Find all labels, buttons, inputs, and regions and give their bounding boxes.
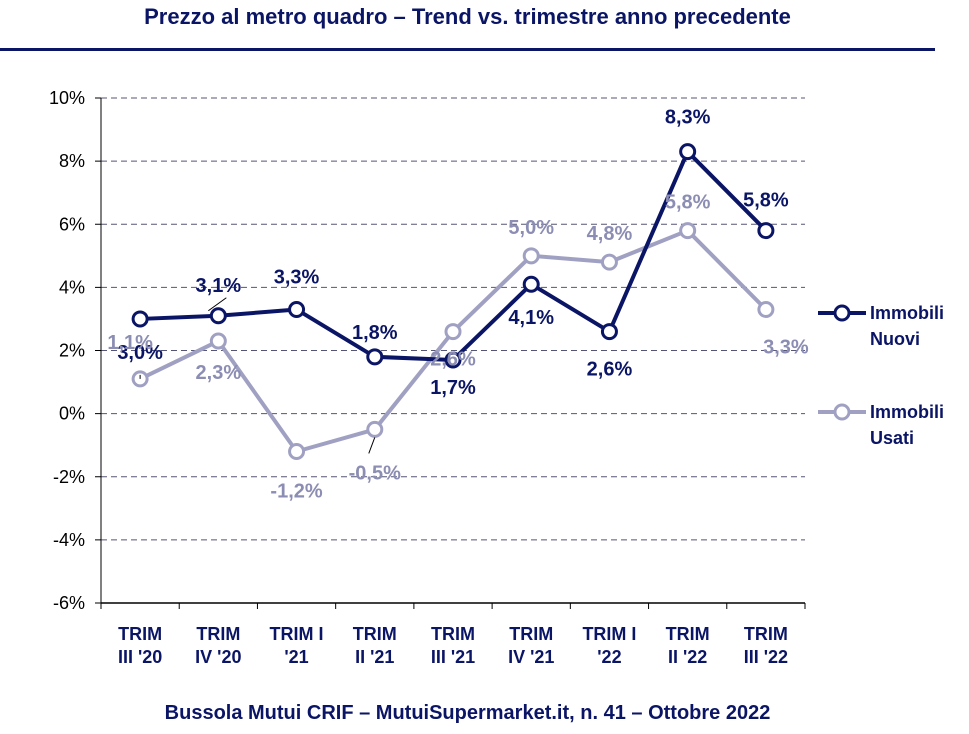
data-point-nuovi xyxy=(757,222,775,240)
data-point-usati xyxy=(209,332,227,350)
data-point-usati xyxy=(757,300,775,318)
data-label-nuovi: 5,8% xyxy=(743,190,789,212)
data-point-nuovi xyxy=(522,275,540,293)
x-tick-label: TRIM II '21 xyxy=(353,624,397,667)
data-labels: 3,0% 3,1% 3,3% 1,8% 1,7% 4,1% 2,6% 8,3% 5,8% 1,1%… xyxy=(107,107,809,503)
x-tick-label-line: TRIM I xyxy=(270,624,324,644)
x-tick-label-line: TRIM xyxy=(666,624,710,644)
x-tick-label: TRIM III '21 xyxy=(431,624,475,667)
x-tick-label-line: TRIM xyxy=(118,624,162,644)
series-line-usati xyxy=(139,228,768,454)
data-point-usati xyxy=(288,443,306,460)
x-tick-label-line: TRIM I xyxy=(582,624,636,644)
data-label-nuovi: 1,8% xyxy=(352,322,398,344)
x-tick-label: TRIM I '22 xyxy=(582,624,636,667)
data-point-nuovi xyxy=(600,323,618,341)
axes xyxy=(95,97,806,609)
x-tick-label-line: TRIM xyxy=(431,624,475,644)
data-point-nuovi xyxy=(679,143,697,161)
data-label-usati: 4,8% xyxy=(587,223,633,245)
x-tick-label-line: TRIM xyxy=(353,624,397,644)
data-point-nuovi xyxy=(288,300,306,318)
legend-label-line: Immobili xyxy=(870,303,944,323)
data-label-nuovi: 3,3% xyxy=(274,266,320,288)
legend: Immobili Nuovi Immobili Usati xyxy=(818,303,944,448)
data-point-usati xyxy=(366,420,384,438)
x-tick-label: TRIM IV '21 xyxy=(508,624,554,667)
title-divider xyxy=(0,48,935,51)
chart-title: Prezzo al metro quadro – Trend vs. trime… xyxy=(144,4,791,29)
data-point-nuovi xyxy=(131,310,149,328)
y-tick-label: 6% xyxy=(59,214,85,234)
data-label-usati: 2,3% xyxy=(196,362,242,384)
data-point-nuovi xyxy=(209,307,227,325)
data-label-usati: 5,8% xyxy=(665,192,711,214)
gridlines xyxy=(101,97,805,541)
x-tick-label-line: '21 xyxy=(284,647,308,667)
y-tick-label: -6% xyxy=(53,593,85,613)
line-chart: -6% -4% -2% 0% 2% 4% 6% 8% 10% TRIM III '20 TRIM IV… xyxy=(49,88,944,667)
data-label-nuovi: 8,3% xyxy=(665,107,711,129)
x-tick-label: TRIM I '21 xyxy=(270,624,324,667)
data-label-nuovi: 3,1% xyxy=(196,275,242,297)
data-label-usati: 5,0% xyxy=(508,217,554,239)
data-label-usati: 3,3% xyxy=(763,336,809,358)
data-label-usati: 1,1% xyxy=(107,332,153,354)
x-tick-label: TRIM III '20 xyxy=(118,624,162,667)
y-axis-tick-labels: -6% -4% -2% 0% 2% 4% 6% 8% 10% xyxy=(49,88,85,613)
footer-source: Bussola Mutui CRIF – MutuiSupermarket.it… xyxy=(164,702,771,724)
x-tick-label: TRIM II '22 xyxy=(666,624,710,667)
x-tick-label-line: TRIM xyxy=(509,624,553,644)
y-tick-label: -4% xyxy=(53,530,85,550)
y-tick-label: 8% xyxy=(59,151,85,171)
legend-label-line: Usati xyxy=(870,428,914,448)
data-point-usati xyxy=(679,222,697,240)
data-label-usati: 2,6% xyxy=(430,349,476,371)
x-tick-label-line: III '22 xyxy=(744,647,788,667)
legend-marker-usati xyxy=(833,403,851,421)
series-layer xyxy=(131,143,775,460)
x-tick-label-line: IV '20 xyxy=(195,647,241,667)
x-tick-label-line: II '21 xyxy=(355,647,394,667)
legend-label-usati: Immobili Usati xyxy=(870,402,944,448)
data-label-nuovi: 3,0% xyxy=(117,342,163,364)
data-label-usati: -1,2% xyxy=(270,481,322,503)
y-tick-label: 2% xyxy=(59,341,85,361)
data-point-nuovi xyxy=(366,348,384,366)
leader-line xyxy=(208,297,227,312)
data-label-nuovi: 2,6% xyxy=(587,359,633,381)
y-tick-label: -2% xyxy=(53,467,85,487)
x-tick-label: TRIM III '22 xyxy=(744,624,788,667)
data-label-usati: -0,5% xyxy=(349,462,401,484)
x-tick-label-line: IV '21 xyxy=(508,647,554,667)
data-point-usati xyxy=(522,247,540,265)
y-tick-label: 0% xyxy=(59,404,85,424)
x-tick-label-line: TRIM xyxy=(196,624,240,644)
data-point-nuovi xyxy=(444,351,462,369)
legend-label-line: Immobili xyxy=(870,402,944,422)
data-label-nuovi: 4,1% xyxy=(508,307,554,329)
x-tick-label-line: III '20 xyxy=(118,647,162,667)
leader-line xyxy=(368,437,376,454)
data-label-nuovi: 1,7% xyxy=(430,377,476,399)
data-point-usati xyxy=(444,323,462,341)
legend-marker-nuovi xyxy=(833,304,851,322)
legend-label-line: Nuovi xyxy=(870,329,920,349)
x-tick-label-line: TRIM xyxy=(744,624,788,644)
y-tick-label: 4% xyxy=(59,277,85,297)
data-point-usati xyxy=(600,253,618,271)
y-tick-label: 10% xyxy=(49,88,85,108)
x-tick-label: TRIM IV '20 xyxy=(195,624,241,667)
x-tick-label-line: '22 xyxy=(597,647,621,667)
legend-label-nuovi: Immobili Nuovi xyxy=(870,303,944,349)
x-tick-label-line: II '22 xyxy=(668,647,707,667)
x-tick-label-line: III '21 xyxy=(431,647,475,667)
x-axis-tick-labels: TRIM III '20 TRIM IV '20 TRIM I '21 TRIM II '21… xyxy=(118,624,788,667)
